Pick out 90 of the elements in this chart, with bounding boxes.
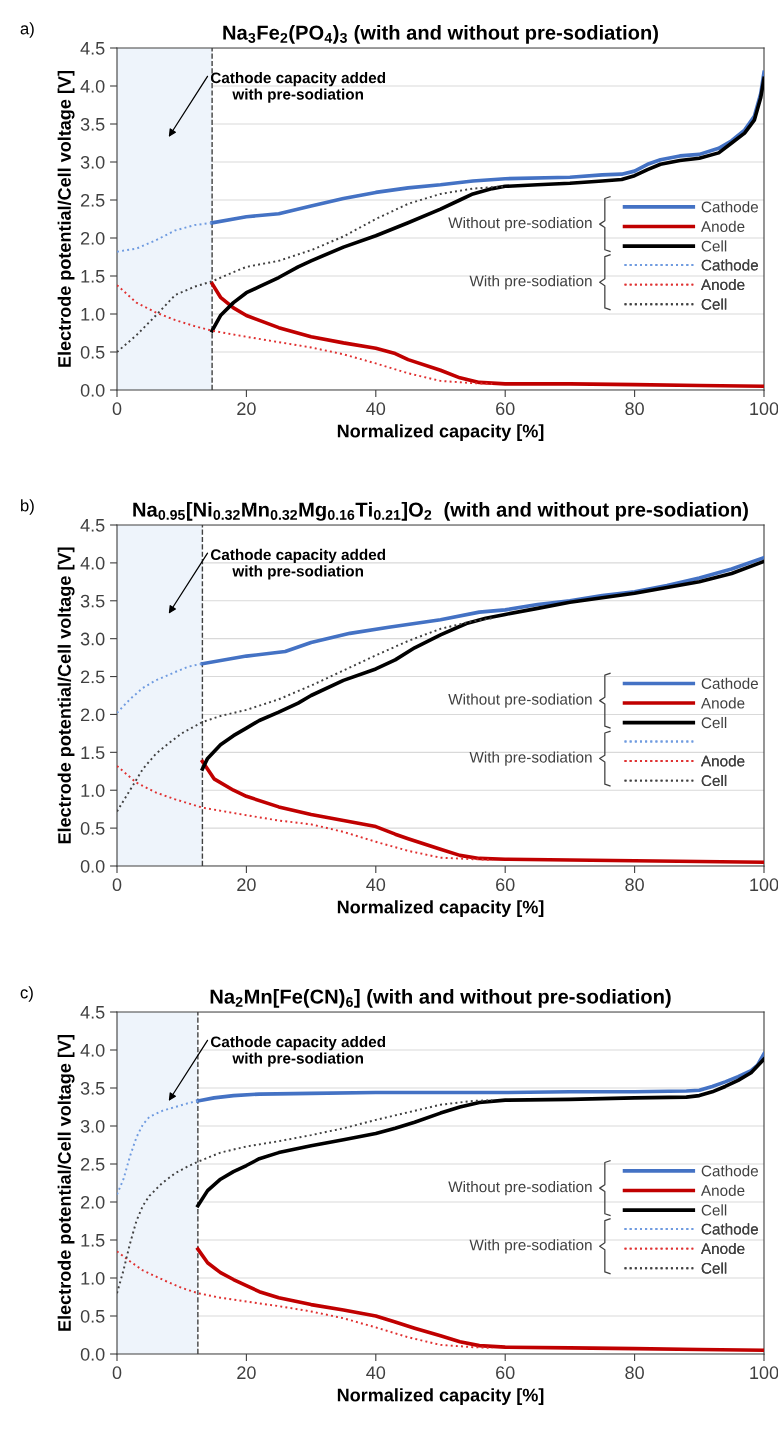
- y-tick-label: 0.5: [80, 1309, 105, 1323]
- x-tick-label: 40: [366, 402, 386, 416]
- legend-label: Cell: [701, 240, 727, 252]
- y-tick-label: 1.5: [81, 270, 105, 283]
- x-tick-label: 40: [366, 878, 386, 892]
- y-tick-label: 3.0: [80, 155, 105, 169]
- y-tick-label: 0.0: [80, 859, 105, 873]
- x-tick-label: 60: [496, 878, 515, 892]
- annotation: Without pre-sodiation: [448, 693, 592, 708]
- line-series: [117, 662, 204, 714]
- legend-label: Anode: [700, 697, 745, 709]
- y-tick-label: 3.0: [80, 632, 105, 646]
- legend-label: Anode: [700, 220, 745, 232]
- annotation: Without pre-sodiation: [448, 1181, 592, 1196]
- y-tick-label: 1.0: [81, 784, 105, 797]
- y-tick-label: 4.5: [80, 1006, 105, 1019]
- x-tick-label: 60: [496, 1366, 515, 1380]
- x-tick-label: 0: [112, 1366, 122, 1380]
- legend-label: Cell: [701, 1204, 727, 1216]
- y-tick-label: 1.5: [81, 1234, 105, 1247]
- legend-label: Cathode: [701, 201, 759, 213]
- y-tick-label: 2.0: [81, 708, 105, 722]
- legend-label: Cell: [701, 716, 727, 729]
- legend-label: Cathode: [701, 1165, 759, 1177]
- chart-title: Na$_{2}$Mn[Fe(CN)$_{6}$] (with and without pre-sodiation): [210, 988, 671, 1008]
- legend-label: Cell: [701, 774, 727, 787]
- legend-label: Cathode: [701, 259, 759, 271]
- y-axis-title: Electrode potential/Cell voltage [V]: [57, 547, 75, 844]
- text: c): [20, 986, 33, 1002]
- x-tick-label: 0: [112, 402, 122, 416]
- y-tick-label: 4.5: [80, 519, 105, 532]
- y-tick-label: 3.5: [80, 117, 105, 131]
- annotation: Without pre-sodiation: [448, 217, 592, 232]
- x-axis-title: Normalized capacity [%]: [337, 424, 544, 442]
- y-tick-label: 2.0: [81, 231, 105, 245]
- x-tick-label: 100: [750, 878, 778, 892]
- x-axis-title: Normalized capacity [%]: [337, 1388, 544, 1406]
- y-tick-label: 2.0: [81, 1195, 105, 1209]
- y-axis-title: Electrode potential/Cell voltage [V]: [57, 1035, 75, 1331]
- legend-label: Cell: [701, 1262, 727, 1274]
- x-tick-label: 100: [750, 402, 778, 416]
- line-series: [117, 221, 214, 253]
- annotation: With pre-sodiation: [469, 275, 592, 290]
- y-tick-label: 1.0: [81, 1271, 105, 1285]
- y-axis-title: Electrode potential/Cell voltage [V]: [57, 71, 75, 367]
- legend-label: Cathode: [701, 677, 759, 689]
- annotation: Cathode capacity added with pre-sodiation: [210, 548, 386, 580]
- x-tick-label: 100: [750, 1366, 778, 1380]
- x-tick-label: 20: [237, 402, 256, 416]
- y-tick-label: 3.5: [80, 594, 105, 608]
- annotation: Cathode capacity added with pre-sodiation: [210, 72, 386, 103]
- legend-label: Anode: [700, 1184, 745, 1196]
- x-tick-label: 80: [625, 402, 644, 416]
- text: a): [20, 22, 34, 38]
- y-tick-label: 4.0: [80, 556, 105, 570]
- legend-label: Anode: [700, 1242, 745, 1255]
- y-tick-label: 2.5: [81, 670, 105, 684]
- x-tick-label: 0: [112, 878, 122, 892]
- y-tick-label: 1.5: [81, 746, 105, 760]
- line-series: [117, 1099, 199, 1196]
- x-tick-label: 20: [237, 878, 256, 892]
- text: b): [21, 499, 34, 515]
- legend-label: Anode: [700, 755, 745, 767]
- y-tick-label: 2.5: [81, 193, 105, 207]
- x-tick-label: 40: [366, 1366, 386, 1380]
- x-tick-label: 80: [625, 1366, 644, 1380]
- x-axis-title: Normalized capacity [%]: [337, 900, 544, 918]
- x-tick-label: 60: [496, 402, 515, 416]
- legend-label: Anode: [700, 278, 745, 291]
- y-tick-label: 1.0: [81, 307, 105, 321]
- y-tick-label: 3.0: [80, 1119, 105, 1133]
- x-tick-label: 80: [625, 878, 644, 892]
- y-tick-label: 0.0: [80, 383, 105, 397]
- y-tick-label: 3.5: [80, 1081, 105, 1095]
- annotation: With pre-sodiation: [469, 751, 592, 766]
- chart-title: Na$_{0.95}$[Ni$_{0.32}$Mn$_{0.32}$Mg$_{0.16}$Ti$_{0.21}$]O$_{2}$ (with and without pre-sodiation): [133, 501, 748, 521]
- y-tick-label: 0.0: [80, 1347, 105, 1361]
- legend-label: Cathode: [701, 1223, 759, 1235]
- annotation: Cathode capacity added with pre-sodiation: [210, 1036, 386, 1067]
- y-tick-label: 4.0: [80, 1043, 105, 1057]
- legend-label: Cell: [701, 298, 727, 310]
- line-series: [196, 1051, 764, 1103]
- y-tick-label: 4.5: [80, 42, 105, 55]
- y-tick-label: 0.5: [80, 822, 105, 835]
- y-tick-label: 2.5: [81, 1157, 105, 1171]
- chart-title: Na$_{3}$Fe$_{2}$(PO$_{4}$)$_{3}$ (with and without pre-sodiation): [223, 24, 658, 44]
- y-tick-label: 4.0: [80, 79, 105, 93]
- x-tick-label: 20: [237, 1366, 256, 1380]
- annotation: With pre-sodiation: [469, 1239, 592, 1254]
- y-tick-label: 0.5: [80, 345, 105, 359]
